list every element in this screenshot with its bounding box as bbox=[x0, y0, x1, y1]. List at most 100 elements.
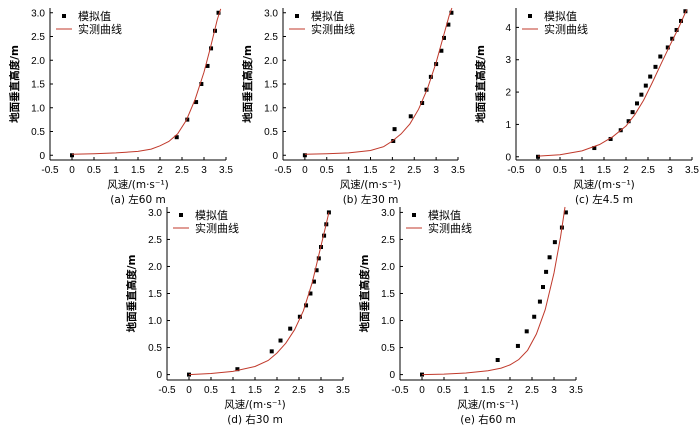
x-tick-label: 3.5 bbox=[336, 385, 350, 396]
chart-panel-1: -0.5 0 0.5 1 1.5 2 2.5 3 3.5 0 0.5 1.0 1.5 2.0 2.5 3.0 风… bbox=[241, 7, 465, 206]
x-tick-label: 3 bbox=[318, 385, 324, 396]
x-tick-label: 3 bbox=[201, 165, 207, 176]
y-axis-label: 地面垂直高度/m bbox=[474, 45, 487, 123]
data-point-simulated bbox=[552, 240, 557, 245]
x-tick-label: 3.5 bbox=[685, 165, 699, 176]
y-axis-label: 地面垂直高度/m bbox=[241, 45, 254, 123]
x-tick-label: 3.5 bbox=[219, 165, 233, 176]
data-point-simulated bbox=[209, 46, 214, 51]
data-point-simulated bbox=[70, 153, 74, 158]
x-tick-label: 3 bbox=[667, 165, 673, 176]
data-point-simulated bbox=[194, 100, 199, 105]
x-tick-label: -0.5 bbox=[158, 385, 176, 396]
series-line-measured bbox=[71, 8, 222, 155]
data-point-simulated bbox=[608, 136, 613, 141]
x-tick-label: -0.5 bbox=[507, 165, 525, 176]
legend-label: 实测曲线 bbox=[428, 221, 472, 235]
data-point-simulated bbox=[446, 22, 451, 27]
data-point-simulated bbox=[537, 299, 542, 304]
y-tick-label: 0 bbox=[389, 370, 395, 381]
y-tick-label: 0 bbox=[272, 151, 278, 162]
legend-point-swatch bbox=[412, 213, 416, 217]
y-tick-label: 2.0 bbox=[264, 56, 278, 67]
y-tick-label: 2.5 bbox=[31, 32, 45, 43]
data-point-simulated bbox=[658, 54, 663, 59]
data-point-simulated bbox=[199, 82, 204, 86]
y-tick-label: 3.0 bbox=[381, 208, 395, 219]
data-point-simulated bbox=[302, 153, 307, 158]
x-tick-label: 3 bbox=[433, 165, 439, 176]
data-point-simulated bbox=[288, 326, 293, 331]
y-tick-label: 2.5 bbox=[381, 235, 395, 246]
panel-caption: (b) 左30 m bbox=[343, 193, 399, 206]
data-point-simulated bbox=[269, 349, 274, 354]
x-tick-label: 0.5 bbox=[553, 165, 567, 176]
x-tick-label: 2 bbox=[507, 385, 513, 396]
y-tick-label: 3.0 bbox=[31, 8, 45, 19]
x-tick-label: 1 bbox=[579, 165, 585, 176]
x-tick-label: 1 bbox=[346, 165, 352, 176]
y-tick-label: 0 bbox=[505, 152, 511, 163]
data-point-simulated bbox=[420, 101, 425, 105]
data-point-simulated bbox=[442, 35, 446, 40]
panel-caption: (e) 右60 m bbox=[460, 413, 515, 426]
legend-label: 模拟值 bbox=[311, 9, 344, 23]
data-point-simulated bbox=[449, 10, 454, 15]
series-line-measured bbox=[537, 9, 688, 157]
data-point-simulated bbox=[547, 255, 552, 260]
series-line-measured bbox=[421, 206, 566, 376]
chart-panel-3: -0.5 0 0.5 1 1.5 2 2.5 3 3.5 0 0.5 1.0 1.5 2.0 2.5 3.0 风… bbox=[125, 207, 350, 426]
y-tick-label: 1.5 bbox=[31, 80, 45, 91]
x-tick-label: 2 bbox=[623, 165, 629, 176]
data-point-simulated bbox=[392, 127, 397, 132]
data-point-simulated bbox=[639, 92, 644, 97]
y-tick-label: 1.5 bbox=[381, 289, 395, 300]
chart-panel-0: -0.5 0 0.5 1 1.5 2 2.5 3 3.5 0 0.5 1.0 1.5 2.0 2.5 3.0 风… bbox=[8, 8, 233, 206]
x-tick-label: 2 bbox=[390, 165, 396, 176]
data-point-simulated bbox=[544, 269, 549, 274]
x-tick-label: 2.5 bbox=[407, 165, 421, 176]
legend-label: 实测曲线 bbox=[311, 22, 355, 36]
x-tick-label: 2 bbox=[274, 385, 280, 396]
x-axis-label: 风速/(m·s⁻¹) bbox=[457, 399, 519, 411]
x-tick-label: 0 bbox=[69, 165, 75, 176]
x-tick-label: 2.5 bbox=[525, 385, 539, 396]
data-point-simulated bbox=[408, 114, 413, 119]
data-point-simulated bbox=[665, 45, 670, 50]
data-point-simulated bbox=[308, 291, 313, 296]
y-tick-label: 1.0 bbox=[381, 316, 395, 327]
legend-point-swatch bbox=[528, 14, 532, 18]
x-tick-label: 2.5 bbox=[175, 165, 189, 176]
chart-panel-4: -0.5 0 0.5 1 1.5 2 2.5 3 3.5 0 0.5 1.0 1.5 2.0 2.5 3.0 风… bbox=[358, 206, 583, 426]
x-tick-label: 2.5 bbox=[641, 165, 655, 176]
y-tick-label: 1.0 bbox=[31, 103, 45, 114]
data-point-simulated bbox=[316, 256, 321, 261]
y-tick-label: 0.5 bbox=[148, 343, 162, 354]
data-point-simulated bbox=[670, 36, 675, 41]
chart-panel-2: -0.5 0 0.5 1 1.5 2 2.5 3 3.5 0 1 2 3 4 风速/(m·s⁻¹) (c) 左… bbox=[474, 8, 699, 206]
y-tick-label: 0.5 bbox=[31, 127, 45, 138]
data-point-simulated bbox=[532, 314, 537, 319]
x-tick-label: 0.5 bbox=[87, 165, 101, 176]
data-point-simulated bbox=[297, 314, 302, 319]
legend-label: 模拟值 bbox=[195, 208, 228, 222]
data-point-simulated bbox=[626, 119, 631, 124]
x-tick-label: -0.5 bbox=[274, 165, 292, 176]
data-point-simulated bbox=[205, 63, 210, 68]
y-tick-label: 2.5 bbox=[148, 235, 162, 246]
data-point-simulated bbox=[304, 303, 309, 308]
data-point-simulated bbox=[541, 285, 545, 290]
data-point-simulated bbox=[643, 83, 648, 88]
data-point-simulated bbox=[674, 27, 679, 32]
legend-label: 实测曲线 bbox=[544, 22, 588, 36]
x-axis-label: 风速/(m·s⁻¹) bbox=[107, 179, 169, 191]
legend-label: 实测曲线 bbox=[78, 22, 122, 36]
x-tick-label: -0.5 bbox=[41, 165, 59, 176]
y-tick-label: 2 bbox=[505, 88, 511, 99]
y-tick-label: 4 bbox=[505, 23, 511, 34]
y-axis-label: 地面垂直高度/m bbox=[125, 255, 138, 333]
